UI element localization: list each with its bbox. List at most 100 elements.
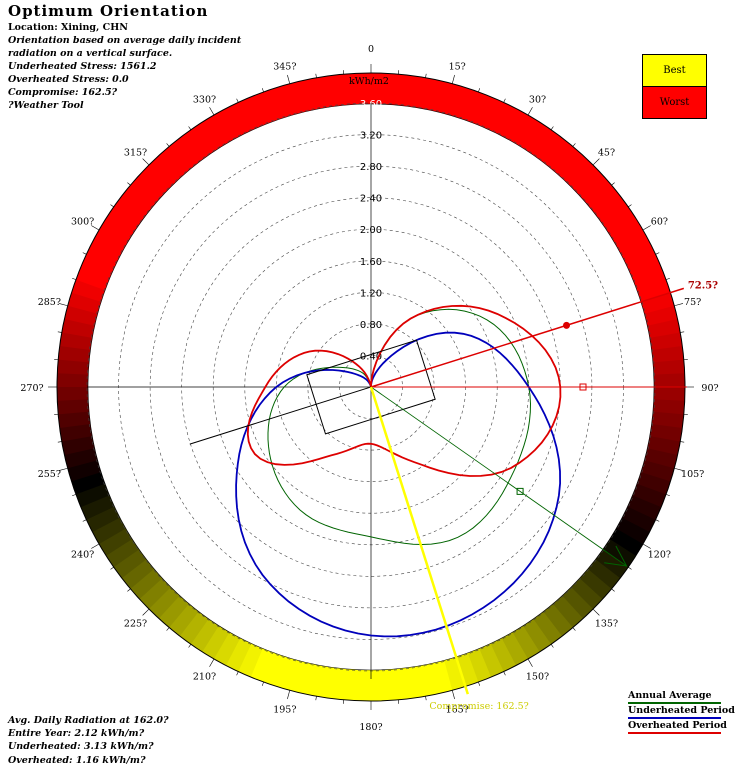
angle-tick [127,588,131,592]
angle-label: 300? [71,217,94,228]
tool-credit: ?Weather Tool [8,100,84,111]
angle-tick [110,204,114,208]
worst-line [370,287,685,388]
ring-segment [57,398,90,415]
angle-tick [166,143,170,147]
ring-segment [105,538,140,568]
ring-segment [158,146,190,179]
angle-tick [236,98,239,103]
worst-angle-label: 72.5? [688,280,718,291]
ring-segment [276,656,298,691]
ring-segment [371,73,386,105]
ring-segment [226,102,252,136]
ring-segment [238,96,264,131]
ring-segment [329,667,347,700]
ring-segment [647,319,681,339]
angle-tick [91,543,100,549]
ring-segment [106,206,140,235]
ring-segment [158,595,190,628]
worst-dot [563,321,571,329]
legend-overheated: Overheated Period [628,720,735,735]
series-legend: Annual Average Underheated Period Overhe… [628,690,735,735]
ring-segment [622,242,656,268]
angle-tick [91,225,100,231]
angle-label: 30? [529,95,546,106]
ring-segment [75,266,110,291]
angle-label: 345? [273,61,296,72]
ring-segment [179,611,209,645]
ring-segment [225,637,252,672]
angle-tick [57,331,62,333]
worst-swatch: Worst [643,87,706,118]
ring-segment [98,528,133,556]
ring-segment [303,77,323,111]
ring-segment [148,155,181,187]
ring-segment [263,652,286,687]
underheated-curve [235,331,562,638]
angle-tick [503,98,506,103]
angle-tick [572,143,576,147]
ring-segment [479,96,505,131]
angle-tick [315,696,317,701]
unit-label: kWh/m2 [349,76,389,87]
ring-segment [92,517,126,544]
angle-tick [527,658,533,667]
ring-segment [467,91,492,126]
angle-tick [142,158,150,166]
ring-segment [532,611,563,645]
angle-tick [142,608,150,616]
ring-segment [130,174,163,206]
ring-segment [99,217,133,246]
ring-segment [636,279,671,303]
compromise-label: Compromise: 162.5? [429,701,528,712]
angle-tick [315,73,317,78]
ring-segment [602,206,637,236]
legend-annual-swatch [628,702,721,704]
ring-segment [80,494,115,520]
ring-segment [456,87,479,122]
angle-label: 90? [701,383,718,394]
legend-underheated: Underheated Period [628,705,735,720]
angle-tick [188,644,192,648]
angle-tick [527,107,533,116]
ring-segment [432,80,453,114]
ring-segment [57,359,90,375]
ring-segment [168,603,199,637]
angle-tick [451,690,455,700]
ring-segment [214,108,241,142]
angle-tick [58,303,68,307]
ring-segment [649,423,683,443]
ring-segment [609,528,643,557]
ring-segment [59,331,93,351]
building-outline [306,339,436,435]
ring-segment [653,373,685,388]
angle-tick [592,158,600,166]
angle-label: 240? [71,550,94,561]
angle-tick [425,696,427,701]
ring-segment [627,495,662,521]
angle-label: 270? [20,383,43,394]
ring-segment [512,115,541,149]
angle-tick [209,107,215,116]
angle-label: 255? [38,469,61,480]
best-worst-legend: Best Worst [642,54,707,119]
ring-segment [80,253,115,279]
ring-segment [59,423,93,442]
angle-tick [680,331,685,333]
ring-segment [587,559,621,590]
ring-segment [443,656,466,691]
annual-arrowhead [604,545,628,567]
angle-tick [674,303,684,307]
ring-segment [113,548,147,579]
annual-optimum-marker [516,487,524,495]
ring-segment [478,643,504,678]
angle-tick [287,74,291,84]
ring-segment [640,460,675,482]
angle-tick [57,441,62,443]
ring-segment [395,74,413,107]
ring-segment [395,667,412,700]
ring-segment [562,155,594,188]
ring-segment [543,137,574,171]
legend-underheated-label: Underheated Period [628,705,735,716]
ring-segment [602,539,636,568]
